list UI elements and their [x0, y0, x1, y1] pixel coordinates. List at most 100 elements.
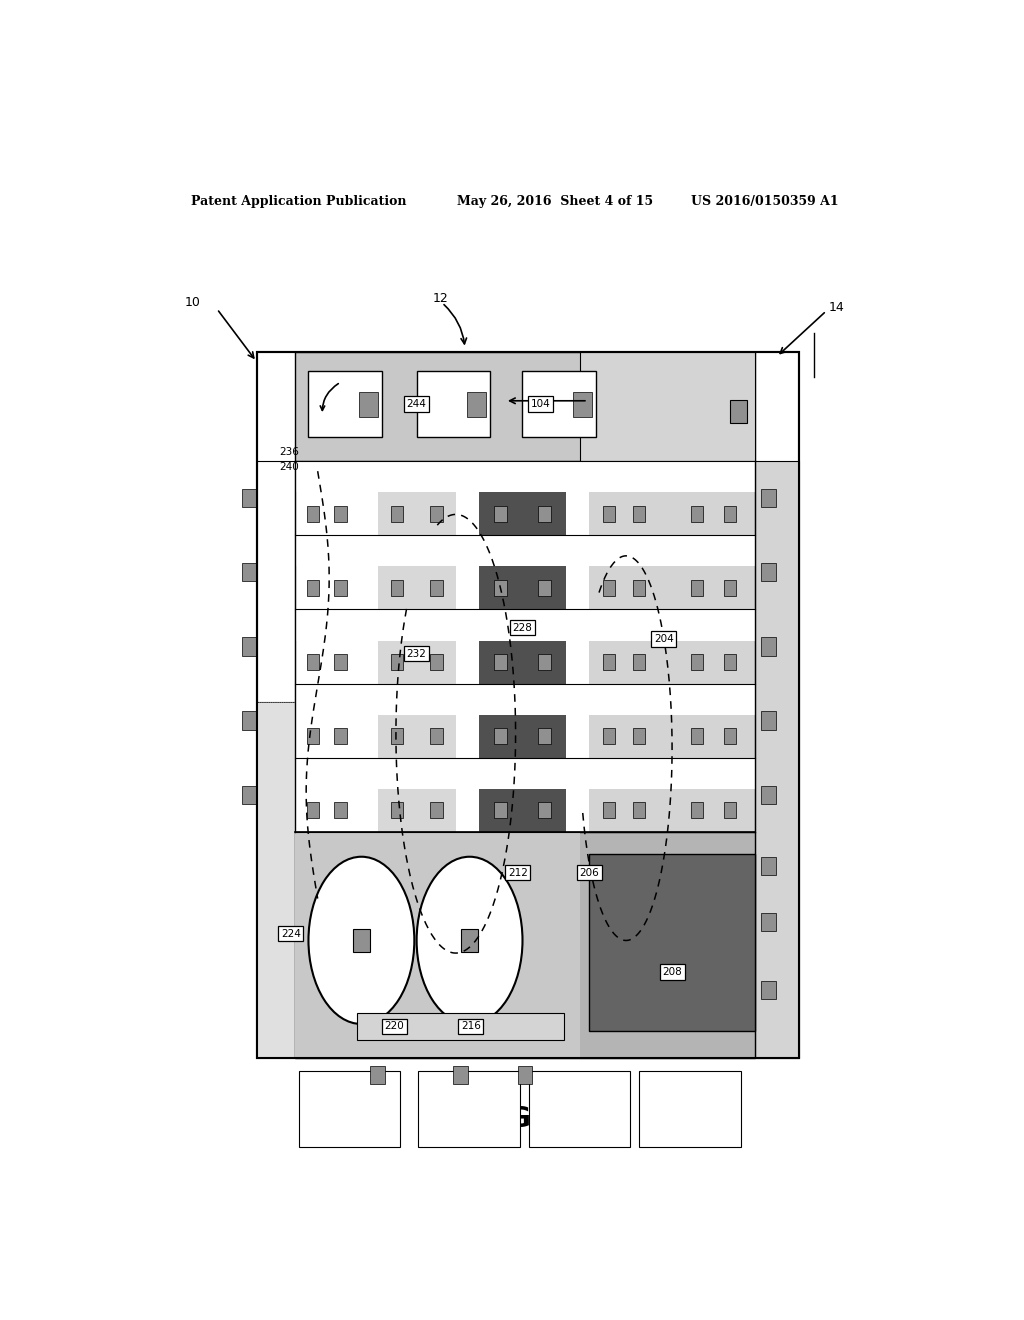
Bar — [495, 506, 507, 521]
Bar — [566, 461, 589, 832]
Bar — [391, 579, 403, 595]
Bar — [495, 803, 507, 818]
Bar — [334, 506, 347, 521]
Bar — [729, 400, 746, 422]
Bar — [295, 535, 755, 566]
Bar — [724, 506, 736, 521]
Bar — [461, 929, 478, 952]
Bar — [762, 981, 776, 999]
Bar — [417, 371, 490, 437]
Bar — [391, 653, 403, 671]
Bar — [378, 461, 456, 832]
Bar — [690, 729, 703, 744]
Bar — [299, 1071, 400, 1147]
Text: May 26, 2016  Sheet 4 of 15: May 26, 2016 Sheet 4 of 15 — [458, 194, 653, 207]
Text: 224: 224 — [281, 928, 301, 939]
Text: FIG. 4: FIG. 4 — [479, 1105, 570, 1133]
Bar — [589, 854, 755, 1031]
Bar — [690, 653, 703, 671]
Bar — [334, 579, 347, 595]
Bar — [762, 488, 776, 507]
Bar — [603, 506, 615, 521]
Bar — [295, 610, 755, 640]
Bar — [454, 1067, 468, 1084]
Bar — [538, 579, 551, 595]
Bar — [243, 711, 257, 730]
Text: 240: 240 — [279, 462, 299, 473]
Bar — [430, 653, 442, 671]
Bar — [430, 803, 442, 818]
Bar — [257, 702, 295, 1057]
Bar — [633, 729, 645, 744]
Bar — [690, 579, 703, 595]
Bar — [295, 351, 755, 461]
Bar — [495, 729, 507, 744]
Text: 236: 236 — [279, 447, 299, 457]
Bar — [633, 579, 645, 595]
Text: 206: 206 — [580, 867, 599, 878]
Bar — [308, 371, 382, 437]
Bar — [690, 506, 703, 521]
Text: 244: 244 — [407, 399, 427, 409]
Bar — [603, 579, 615, 595]
Bar — [334, 803, 347, 818]
Bar — [391, 506, 403, 521]
Text: 10: 10 — [185, 296, 201, 309]
Bar — [257, 461, 295, 702]
Bar — [690, 803, 703, 818]
Bar — [243, 785, 257, 804]
Bar — [603, 729, 615, 744]
Bar — [603, 653, 615, 671]
Text: 204: 204 — [654, 634, 674, 644]
Text: US 2016/0150359 A1: US 2016/0150359 A1 — [691, 194, 839, 207]
Ellipse shape — [308, 857, 415, 1024]
Bar — [538, 506, 551, 521]
Bar — [430, 506, 442, 521]
Text: 232: 232 — [407, 649, 427, 659]
Bar — [307, 653, 319, 671]
Bar — [356, 1012, 564, 1040]
Bar — [391, 803, 403, 818]
Bar — [467, 392, 486, 417]
Bar — [295, 684, 755, 714]
Bar — [538, 653, 551, 671]
Bar — [518, 1067, 531, 1084]
Bar — [334, 653, 347, 671]
Text: Patent Application Publication: Patent Application Publication — [191, 194, 407, 207]
Bar — [724, 729, 736, 744]
Bar — [589, 461, 755, 832]
Text: 104: 104 — [531, 399, 551, 409]
Bar — [295, 461, 378, 832]
Bar — [456, 461, 479, 832]
Bar — [639, 1071, 740, 1147]
Bar — [371, 1067, 385, 1084]
Bar — [762, 711, 776, 730]
Bar — [295, 461, 755, 492]
Bar — [430, 579, 442, 595]
Bar — [724, 579, 736, 595]
Bar — [334, 729, 347, 744]
Bar — [538, 803, 551, 818]
Bar — [724, 653, 736, 671]
Bar — [762, 638, 776, 656]
Bar — [762, 913, 776, 932]
Bar — [633, 506, 645, 521]
Bar — [762, 857, 776, 875]
Bar — [257, 351, 799, 1057]
Bar — [307, 803, 319, 818]
Bar — [755, 461, 799, 1057]
Bar — [307, 506, 319, 521]
Bar — [352, 929, 370, 952]
Bar — [391, 729, 403, 744]
Ellipse shape — [417, 857, 522, 1024]
Text: 212: 212 — [508, 867, 527, 878]
Bar — [243, 564, 257, 581]
Bar — [479, 461, 566, 832]
Bar — [295, 832, 755, 1057]
Bar — [257, 351, 799, 1057]
Bar — [572, 392, 592, 417]
Bar — [528, 1071, 630, 1147]
Bar — [430, 729, 442, 744]
Text: 14: 14 — [828, 301, 845, 314]
Bar — [243, 488, 257, 507]
